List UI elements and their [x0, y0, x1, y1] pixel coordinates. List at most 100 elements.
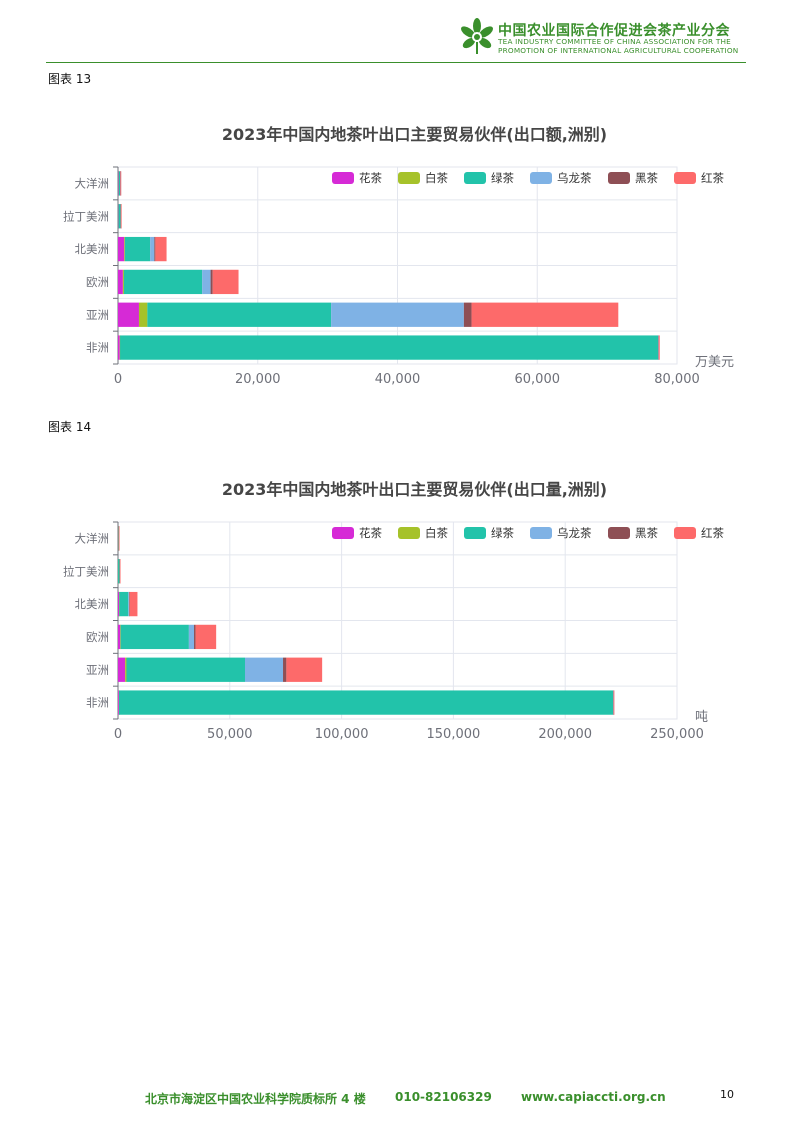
bar-segment-红茶: [613, 690, 615, 715]
bar-segment-花茶: [118, 657, 126, 682]
bar-segment-花茶: [118, 236, 125, 262]
bar-segment-红茶: [286, 657, 323, 682]
y-category-label: 亚洲: [86, 308, 109, 322]
bar-segment-绿茶: [120, 624, 189, 650]
bar-segment-绿茶: [123, 269, 203, 295]
y-category-label: 拉丁美洲: [63, 564, 109, 578]
legend-label: 乌龙茶: [557, 171, 592, 185]
bar-segment-花茶: [118, 302, 139, 327]
legend-label: 绿茶: [491, 526, 514, 540]
org-name-en-line2: PROMOTION OF INTERNATIONAL AGRICULTURAL …: [498, 46, 739, 55]
bar-segment-白茶: [138, 302, 148, 327]
page-number: 10: [720, 1088, 734, 1101]
y-category-label: 北美洲: [75, 242, 110, 256]
y-category-label: 大洋洲: [75, 531, 110, 545]
bar-segment-乌龙茶: [150, 236, 155, 262]
chart-title: 2023年中国内地茶叶出口主要贸易伙伴(出口量,洲别): [222, 480, 607, 499]
bar-segment-黑茶: [283, 657, 287, 682]
legend-swatch: [608, 527, 630, 539]
x-tick-label: 100,000: [315, 727, 369, 742]
y-category-label: 大洋洲: [75, 176, 110, 190]
x-tick-label: 50,000: [207, 727, 253, 742]
legend-label: 白茶: [425, 171, 448, 185]
y-category-label: 亚洲: [86, 663, 109, 677]
org-name-cn: 中国农业国际合作促进会茶产业分会: [498, 23, 730, 39]
chart-export-value-svg: 2023年中国内地茶叶出口主要贸易伙伴(出口额,洲别) 0 20,000 40,000…: [63, 125, 734, 387]
legend-label: 花茶: [359, 526, 382, 540]
legend-swatch: [608, 172, 630, 184]
y-category-label: 非洲: [86, 696, 109, 710]
x-axis-unit-label: 吨: [695, 710, 708, 725]
footer-address: 北京市海淀区中国农业科学院质标所 4 楼: [145, 1092, 366, 1106]
header-divider: [46, 62, 746, 63]
bar-segment-红茶: [120, 171, 122, 196]
bar-segment-红茶: [155, 236, 167, 262]
bar-segment-黑茶: [210, 269, 213, 295]
figure-13-label: 图表 13: [48, 72, 92, 86]
legend-swatch: [398, 527, 420, 539]
bar-segment-花茶: [118, 335, 120, 360]
bar-segment-绿茶: [118, 204, 121, 229]
bar-segment-红茶: [471, 302, 619, 327]
bar-segment-花茶: [118, 269, 123, 295]
chart-export-value: 2023年中国内地茶叶出口主要贸易伙伴(出口额,洲别) 0 20,000 40,000…: [40, 110, 760, 405]
x-tick-label: 60,000: [515, 372, 561, 387]
legend-label: 红茶: [701, 171, 724, 185]
legend-swatch: [464, 172, 486, 184]
chart-title: 2023年中国内地茶叶出口主要贸易伙伴(出口额,洲别): [222, 125, 607, 144]
x-tick-label: 0: [114, 372, 122, 387]
legend-swatch: [332, 172, 354, 184]
x-tick-label: 200,000: [538, 727, 592, 742]
bar-segment-花茶: [118, 624, 121, 650]
bar-segment-绿茶: [119, 591, 129, 617]
legend-label: 乌龙茶: [557, 526, 592, 540]
bar-segment-白茶: [125, 657, 127, 682]
bar-segment-黑茶: [194, 624, 196, 650]
bar-segment-绿茶: [118, 171, 121, 196]
bar-segment-绿茶: [120, 335, 659, 360]
bar-segment-绿茶: [118, 526, 119, 551]
bar-segment-绿茶: [147, 302, 332, 327]
page-footer: 北京市海淀区中国农业科学院质标所 4 楼 010-82106329 www.ca…: [0, 1086, 793, 1110]
legend-label: 黑茶: [635, 526, 658, 540]
legend-swatch: [530, 527, 552, 539]
y-category-label: 欧洲: [86, 275, 109, 289]
bar-segment-红茶: [118, 526, 120, 551]
figure-14-label: 图表 14: [48, 420, 92, 434]
y-category-label: 欧洲: [86, 630, 109, 644]
legend-label: 花茶: [359, 171, 382, 185]
y-category-label: 拉丁美洲: [63, 209, 109, 223]
legend-swatch: [674, 527, 696, 539]
bar-segment-白茶: [120, 624, 122, 650]
legend-swatch: [464, 527, 486, 539]
chart-export-volume: 2023年中国内地茶叶出口主要贸易伙伴(出口量,洲别) 0 50,000 100,00…: [40, 465, 760, 760]
bar-segment-红茶: [120, 204, 122, 229]
x-tick-label: 150,000: [427, 727, 481, 742]
legend-label: 黑茶: [635, 171, 658, 185]
bar-segment-白茶: [124, 236, 126, 262]
x-tick-label: 40,000: [375, 372, 421, 387]
legend-swatch: [398, 172, 420, 184]
bar-segment-乌龙茶: [128, 591, 130, 617]
x-tick-label: 0: [114, 727, 122, 742]
bar-segment-绿茶: [119, 690, 614, 715]
bar-segment-红茶: [195, 624, 217, 650]
bar-segment-乌龙茶: [202, 269, 211, 295]
tea-leaf-icon: [461, 18, 493, 54]
bar-segment-花茶: [118, 690, 119, 715]
org-name-en-line1: TEA INDUSTRY COMMITTEE OF CHINA ASSOCIAT…: [498, 37, 731, 46]
legend-swatch: [674, 172, 696, 184]
bar-segment-黑茶: [463, 302, 472, 327]
page-header: 中国农业国际合作促进会茶产业分会 TEA INDUSTRY COMMITTEE …: [0, 0, 793, 66]
bar-segment-乌龙茶: [188, 624, 195, 650]
legend-label: 绿茶: [491, 171, 514, 185]
bar-segment-花茶: [118, 171, 119, 196]
x-tick-label: 80,000: [654, 372, 700, 387]
bar-segment-红茶: [212, 269, 239, 295]
bar-segment-红茶: [119, 559, 121, 584]
footer-phone: 010-82106329: [395, 1090, 492, 1104]
legend-swatch: [530, 172, 552, 184]
x-tick-label: 250,000: [650, 727, 704, 742]
legend-swatch: [332, 527, 354, 539]
footer-website[interactable]: www.capiaccti.org.cn: [521, 1090, 666, 1104]
